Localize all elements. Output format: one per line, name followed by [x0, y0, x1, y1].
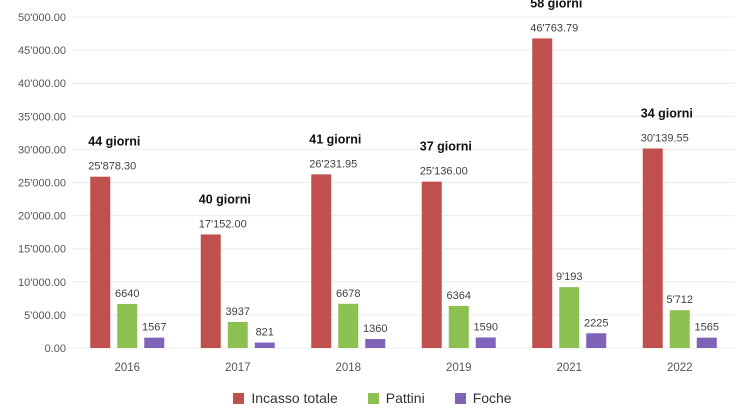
bar-foche [365, 339, 385, 348]
bar-pattini [449, 306, 469, 348]
bars [90, 38, 717, 348]
value-label: 5'712 [666, 294, 693, 306]
legend-label: Incasso totale [251, 390, 337, 406]
y-tick-label: 0.00 [45, 343, 66, 355]
days-annotation: 34 giorni [641, 106, 693, 120]
bar-foche [476, 337, 496, 348]
legend-label: Pattini [386, 390, 425, 406]
bar-incasso-totale [422, 182, 442, 348]
value-label: 3937 [226, 306, 250, 318]
legend-swatch [233, 393, 244, 404]
value-label: 9'193 [556, 271, 583, 283]
x-tick-label: 2017 [225, 362, 251, 374]
bar-incasso-totale [532, 38, 552, 348]
value-label: 46'763.79 [530, 22, 578, 34]
x-tick-label: 2016 [114, 362, 140, 374]
bar-foche [255, 343, 275, 348]
value-label: 17'152.00 [199, 218, 247, 230]
legend-swatch [368, 393, 379, 404]
value-label: 2225 [584, 317, 608, 329]
value-label: 1565 [695, 322, 719, 334]
days-annotation: 37 giorni [420, 140, 472, 154]
legend-item-pattini: Pattini [368, 390, 425, 406]
value-label: 1360 [363, 323, 387, 335]
gridlines [72, 17, 735, 348]
bar-foche [586, 333, 606, 348]
legend-item-foche: Foche [455, 390, 512, 406]
bar-pattini [670, 310, 690, 348]
bar-pattini [559, 287, 579, 348]
bar-incasso-totale [643, 148, 663, 348]
legend-swatch [455, 393, 466, 404]
y-tick-label: 5'000.00 [24, 310, 66, 322]
bar-pattini [338, 304, 358, 348]
value-label: 26'231.95 [309, 158, 357, 170]
y-tick-label: 35'000.00 [18, 111, 66, 123]
y-tick-label: 45'000.00 [18, 45, 66, 57]
value-label: 25'878.30 [88, 161, 136, 173]
days-annotation: 41 giorni [309, 132, 361, 146]
bar-pattini [228, 322, 248, 348]
bar-foche [697, 338, 717, 348]
y-axis: 0.00 5'000.00 10'000.00 15'000.00 20'000.00 2… [18, 12, 66, 355]
y-tick-label: 40'000.00 [18, 78, 66, 90]
x-tick-label: 2021 [556, 362, 582, 374]
value-label: 821 [256, 327, 274, 339]
x-tick-label: 2019 [446, 362, 472, 374]
value-label: 1590 [474, 321, 498, 333]
legend-item-incasso: Incasso totale [233, 390, 337, 406]
x-axis: 2016 2017 2018 2019 2021 2022 [114, 362, 692, 374]
value-label: 25'136.00 [420, 166, 468, 178]
x-tick-label: 2018 [335, 362, 361, 374]
days-annotation: 40 giorni [199, 192, 251, 206]
bar-incasso-totale [311, 174, 331, 348]
value-label: 6364 [447, 290, 471, 302]
x-tick-label: 2022 [667, 362, 693, 374]
value-label: 6640 [115, 288, 139, 300]
bar-foche [144, 338, 164, 348]
y-tick-label: 20'000.00 [18, 211, 66, 223]
y-tick-label: 30'000.00 [18, 144, 66, 156]
y-tick-label: 15'000.00 [18, 244, 66, 256]
days-annotation: 58 giorni [530, 0, 582, 10]
y-tick-label: 50'000.00 [18, 12, 66, 24]
bar-chart: 0.00 5'000.00 10'000.00 15'000.00 20'000.00 2… [0, 0, 745, 385]
value-label: 1567 [142, 322, 166, 334]
legend: Incasso totale Pattini Foche [0, 390, 745, 406]
value-label: 30'139.55 [641, 132, 689, 144]
bar-pattini [117, 304, 137, 348]
legend-label: Foche [473, 390, 512, 406]
y-tick-label: 25'000.00 [18, 178, 66, 190]
y-tick-label: 10'000.00 [18, 277, 66, 289]
days-annotation: 44 giorni [88, 135, 140, 149]
bar-incasso-totale [90, 177, 110, 348]
value-label: 6678 [336, 288, 360, 300]
bar-incasso-totale [201, 234, 221, 348]
data-labels: 25'878.30 44 giorni 6640 1567 17'152.00 40 gi… [88, 0, 719, 339]
